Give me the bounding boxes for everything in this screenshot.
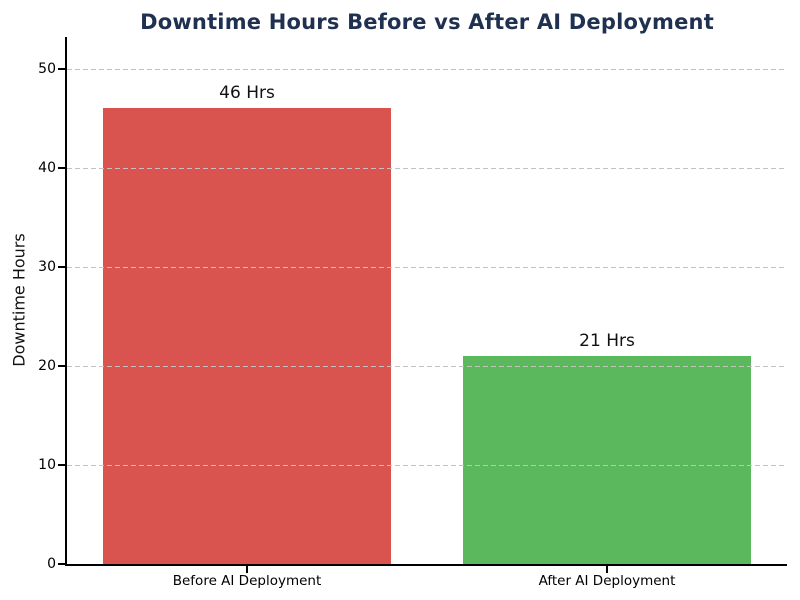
y-tick-label: 0 [47, 556, 56, 572]
y-tick-mark [58, 364, 65, 367]
y-tick-mark [58, 166, 65, 169]
bar-before [103, 108, 391, 564]
bars-layer [67, 37, 787, 564]
y-tick-mark [58, 67, 65, 70]
x-tick-mark [246, 566, 248, 573]
y-tick-mark [58, 563, 65, 565]
x-tick-label: After AI Deployment [538, 573, 676, 589]
y-tick-label: 50 [38, 60, 56, 77]
chart-title: Downtime Hours Before vs After AI Deploy… [140, 10, 714, 34]
bar-value-label: 46 Hrs [219, 83, 275, 104]
gridline-y20 [67, 365, 787, 367]
gridline-y30 [67, 266, 787, 268]
grid-layer [67, 37, 787, 564]
gridline-y10 [67, 464, 787, 466]
x-tick-label: Before AI Deployment [172, 573, 322, 589]
x-tick-mark [606, 566, 608, 573]
y-tick-label: 10 [38, 456, 56, 473]
y-axis-label: Downtime Hours [9, 233, 29, 367]
y-tick-mark [58, 265, 65, 268]
y-tick-label: 20 [38, 357, 56, 374]
gridline-y50 [67, 68, 787, 70]
plot-area [65, 37, 787, 566]
bar-value-label: 21 Hrs [579, 330, 635, 351]
bar-after [463, 355, 751, 564]
y-tick-label: 30 [38, 258, 56, 275]
y-tick-mark [58, 463, 65, 466]
y-tick-label: 40 [38, 159, 56, 176]
gridline-y40 [67, 167, 787, 169]
